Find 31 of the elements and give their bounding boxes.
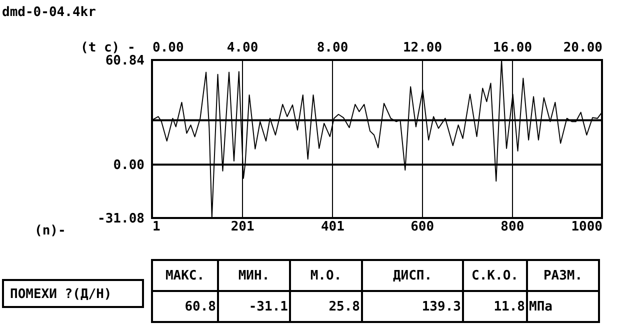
x-tick-label: 401: [320, 220, 345, 234]
text: ДИСП.: [392, 268, 432, 284]
x-tick-label: 201: [230, 220, 254, 234]
x-tick-label: 800: [500, 220, 524, 234]
text: МАКС.: [165, 268, 205, 284]
text: -31.1: [248, 300, 288, 314]
text: МПа: [529, 300, 553, 314]
chart-title: dmd-0-04.4kr: [2, 5, 96, 20]
x-tick-label: 1000: [571, 220, 603, 234]
x2-tick-label: 16.00: [492, 40, 532, 56]
text: РАЗМ.: [543, 268, 583, 284]
x2-tick-label: 8.00: [316, 40, 348, 56]
y-tick-label: -31.08: [98, 212, 145, 226]
y-tick-label: 60.84: [105, 54, 145, 68]
text: С.К.О.: [472, 268, 518, 284]
y-tick-label: 0.00: [113, 158, 145, 174]
x2-tick-label: 4.00: [226, 40, 258, 56]
x-axis-title: (n)-: [34, 224, 66, 238]
text: 60.8: [184, 300, 216, 314]
text: М.О.: [310, 268, 342, 284]
x-tick-label: 1: [152, 220, 160, 234]
text: 25.8: [328, 300, 360, 314]
x-tick-label: 600: [410, 220, 434, 234]
text: ПОМЕХИ ?(Д/Н): [10, 287, 112, 302]
text: 11.8: [494, 300, 526, 314]
x2-tick-label: 12.00: [402, 40, 442, 56]
x2-axis-title: (t c) -: [80, 40, 136, 56]
x2-tick-label: 20.00: [563, 40, 603, 56]
text: МИН.: [238, 268, 270, 284]
x2-tick-label: 0.00: [152, 40, 184, 56]
text: 139.3: [422, 300, 461, 314]
